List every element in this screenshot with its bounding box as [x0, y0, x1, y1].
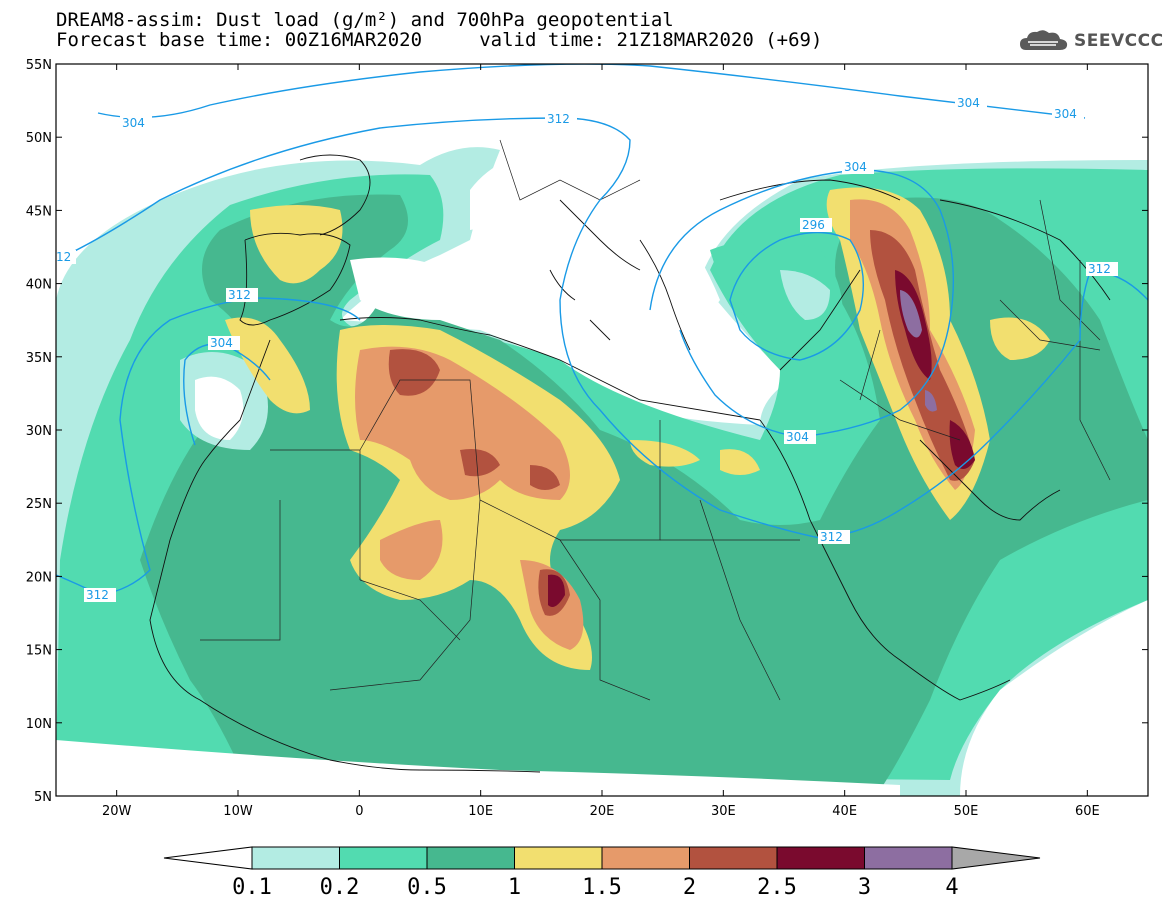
lon-tick-label: 30E [711, 804, 736, 819]
lon-tick-label: 20E [590, 804, 615, 819]
colorbar-segment [339, 846, 428, 870]
contour-label: 312 [820, 530, 843, 544]
contour-label: 304 [844, 160, 867, 174]
contour-label: 304 [1054, 107, 1077, 121]
colorbar-segment [864, 846, 953, 870]
lon-tick-label: 20W [102, 804, 132, 819]
dust-load-field [56, 64, 1148, 796]
lat-tick-label: 40N [26, 278, 52, 293]
contour-label: 304 [786, 430, 809, 444]
colorbar-label: 0.2 [320, 875, 360, 900]
lat-tick-label: 10N [26, 717, 52, 732]
colorbar-segment [251, 846, 340, 870]
colorbar-label: 0.1 [232, 875, 272, 900]
contour-label: 304 [210, 336, 233, 350]
colorbar-label: 1.5 [582, 875, 622, 900]
lon-tick-label: 60E [1075, 804, 1100, 819]
contour-label: 304 [957, 96, 980, 110]
lat-tick-label: 30N [26, 424, 52, 439]
lat-tick-label: 35N [26, 351, 52, 366]
coastlines [149, 154, 1111, 773]
contour-label: 312 [547, 112, 570, 126]
lat-tick-label: 50N [26, 131, 52, 146]
colorbar-over-triangle [951, 846, 1041, 870]
lat-tick-label: 45N [26, 204, 52, 219]
lon-tick-label: 40E [832, 804, 857, 819]
contour-label: 12 [56, 250, 71, 264]
lon-tick-label: 50E [954, 804, 979, 819]
map-title-line2: Forecast base time: 00Z16MAR2020 valid t… [56, 29, 823, 51]
lat-tick-label: 15N [26, 644, 52, 659]
lon-tick-label: 10W [223, 804, 253, 819]
lat-tick-label: 20N [26, 570, 52, 585]
lon-tick-label: 10E [468, 804, 493, 819]
longitude-axis: 20W 10W 0 10E 20E 30E 40E 50E 60E [102, 64, 1100, 819]
lat-tick-label: 5N [34, 790, 52, 805]
contour-label: 312 [86, 588, 109, 602]
colorbar-label: 0.5 [407, 875, 447, 900]
contour-label: 312 [1088, 262, 1111, 276]
map-title-line1: DREAM8-assim: Dust load (g/m²) and 700hP… [56, 9, 674, 31]
colorbar-label: 2.5 [757, 875, 797, 900]
colorbar-label: 1 [508, 875, 521, 900]
contour-labels: 304 312 304 304 296 304 312 312 312 304 … [56, 96, 1118, 602]
lat-tick-label: 25N [26, 497, 52, 512]
lat-tick-label: 55N [26, 58, 52, 73]
contour-label: 296 [802, 218, 825, 232]
colorbar-label: 4 [945, 875, 958, 900]
contour-label: 304 [122, 116, 145, 130]
country-borders [200, 139, 1111, 701]
logo-text: SEEVCCC [1074, 31, 1164, 51]
colorbar-under-triangle [163, 846, 253, 870]
colorbar-label: 2 [683, 875, 696, 900]
latitude-axis: 55N 50N 45N 40N 35N 30N 25N 20N 15N 10N 5N [26, 58, 1148, 805]
lon-tick-label: 0 [355, 804, 363, 819]
colorbar-segment [689, 846, 778, 870]
colorbar-label: 3 [858, 875, 871, 900]
cloud-icon [1020, 30, 1068, 50]
contour-label: 312 [228, 288, 251, 302]
seevccc-logo: SEEVCCC [1018, 28, 1164, 54]
colorbar-segment [601, 846, 690, 870]
colorbar-segment [426, 846, 515, 870]
colorbar-segment [776, 846, 865, 870]
colorbar: 0.1 0.2 0.5 1 1.5 2 2.5 3 4 [163, 846, 1041, 900]
colorbar-segment [514, 846, 603, 870]
